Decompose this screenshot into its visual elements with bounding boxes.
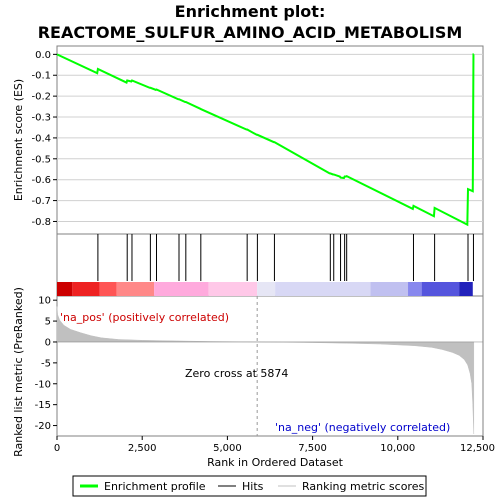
x-tick-label: 0 [54,443,60,454]
rank-bar-segment [257,282,276,296]
es-y-tick-label: -0.8 [31,217,51,228]
rank-bar-segment [370,282,409,296]
enrichment-profile-line [56,53,475,227]
es-y-tick-label: -0.2 [31,92,51,103]
x-tick-label: 5,000 [213,443,242,454]
metric-y-tick-label: -15 [35,400,51,411]
metric-y-tick-label: -10 [35,379,51,390]
es-y-tick-label: -0.4 [31,133,51,144]
es-y-axis-title: Enrichment score (ES) [12,79,25,201]
rank-bar-segment [275,282,371,296]
metric-y-axis-title: Ranked list metric (PreRanked) [12,287,25,457]
hits-group [97,234,474,281]
x-tick-label: 2,500 [128,443,157,454]
es-y-tick-label: -0.7 [31,196,51,207]
rank-bar-segment [99,282,117,296]
rank-bar [57,282,473,296]
rank-bar-segment [408,282,422,296]
metric-y-tick-label: 5 [45,317,51,328]
rank-bar-segment [208,282,258,296]
chart-title-line-1: Enrichment plot: [175,2,326,21]
metric-y-tick-label: -20 [35,421,51,432]
rank-bar-segment [57,282,73,296]
es-y-tick-label: -0.5 [31,154,51,165]
es-y-axis: 0.0 -0.1 -0.2 -0.3 -0.4 -0.5 -0.6 -0.7 -0.8 [31,50,57,228]
rank-bar-segment [116,282,155,296]
metric-y-axis: 10 5 0 -5 -10 -15 -20 [35,296,57,432]
zero-cross-label: Zero cross at 5874 [185,367,288,380]
legend-frame [72,475,427,497]
x-tick-label: 12,500 [460,443,495,454]
rank-bar-segment [459,282,473,296]
metric-y-tick-label: 0 [45,337,51,348]
es-y-tick-label: -0.3 [31,113,51,124]
rank-bar-segment [72,282,100,296]
es-grid [57,53,483,222]
legend-metric-label: Ranking metric scores [302,480,424,493]
es-y-tick-label: -0.1 [31,71,51,82]
es-y-tick-label: -0.6 [31,175,51,186]
metric-y-tick-label: 10 [38,296,51,307]
x-axis-title: Rank in Ordered Dataset [207,456,344,469]
x-tick-label: 10,000 [380,443,415,454]
rank-bar-segment [154,282,209,296]
legend: Enrichment profile Hits Ranking metric s… [72,475,427,497]
metric-y-tick-label: -5 [41,358,51,369]
x-tick-label: 7,500 [298,443,327,454]
ranking-metric-area [56,306,475,434]
legend-enrichment-label: Enrichment profile [104,480,206,493]
es-line-group [56,53,475,227]
metric-group [56,296,483,436]
neg-correlated-label: 'na_neg' (negatively correlated) [275,421,450,434]
rank-bar-segment [421,282,460,296]
pos-correlated-label: 'na_pos' (positively correlated) [60,311,229,324]
es-y-tick-label: 0.0 [35,50,51,61]
legend-hits-label: Hits [242,480,264,493]
chart-title-line-2: REACTOME_SULFUR_AMINO_ACID_METABOLISM [38,23,463,42]
x-axis: 0 2,500 5,000 7,500 10,000 12,500 [54,436,495,454]
